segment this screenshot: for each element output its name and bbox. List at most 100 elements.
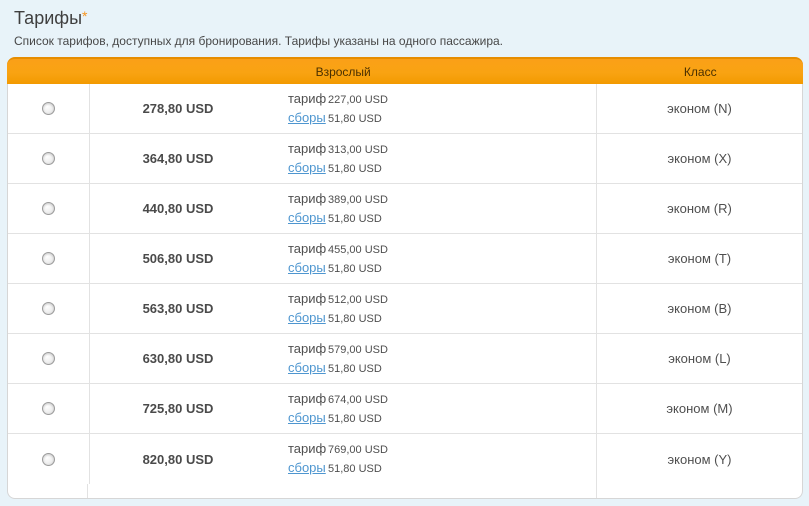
fees-link[interactable]: сборы <box>288 159 326 175</box>
fare-radio-button[interactable] <box>42 152 55 165</box>
fare-value: 455,00 USD <box>328 243 388 256</box>
fare-class: эконом (X) <box>596 134 802 183</box>
fees-value: 51,80 USD <box>328 463 382 475</box>
fare-class: эконом (L) <box>596 334 802 383</box>
fare-table-body: 278,80 USD тариф 227,00 USD сборы 51,80 US… <box>8 84 802 484</box>
fare-label: тариф <box>288 190 327 206</box>
fees-value: 51,80 USD <box>328 162 382 175</box>
fare-table: Взрослый Класс 278,80 USD тариф 227,00 US… <box>7 57 803 499</box>
fees-value: 51,80 USD <box>328 362 382 375</box>
fare-radio-button[interactable] <box>42 402 55 415</box>
fees-line: сборы 51,80 USD <box>288 459 382 478</box>
fare-radio-cell <box>8 234 89 283</box>
total-price: 563,80 USD <box>89 284 266 333</box>
fare-row: 440,80 USD тариф 389,00 USD сборы 51,80 US… <box>8 184 802 234</box>
fare-line: тариф 512,00 USD <box>288 290 388 309</box>
fees-link[interactable]: сборы <box>288 359 326 375</box>
fare-class: эконом (Y) <box>596 434 802 484</box>
fare-value: 674,00 USD <box>328 393 388 406</box>
total-price: 278,80 USD <box>89 84 266 133</box>
total-price: 630,80 USD <box>89 334 266 383</box>
fare-radio-button[interactable] <box>42 202 55 215</box>
fare-class: эконом (T) <box>596 234 802 283</box>
header-adult-column: Взрослый <box>315 64 371 79</box>
fare-details-cell: тариф 769,00 USD сборы 51,80 USD <box>266 434 596 484</box>
footer-mid-spacer <box>88 484 596 498</box>
fare-table-header: Взрослый Класс <box>7 57 803 84</box>
fees-link[interactable]: сборы <box>288 460 326 475</box>
fare-label: тариф <box>288 90 327 106</box>
fare-row: 278,80 USD тариф 227,00 USD сборы 51,80 US… <box>8 84 802 134</box>
fees-link[interactable]: сборы <box>288 309 326 325</box>
fees-link[interactable]: сборы <box>288 109 326 125</box>
fare-radio-cell <box>8 184 89 233</box>
fare-class: эконом (N) <box>596 84 802 133</box>
fare-line: тариф 674,00 USD <box>288 390 388 409</box>
fare-label: тариф <box>288 340 327 356</box>
fare-label: тариф <box>288 441 327 456</box>
fare-row: 563,80 USD тариф 512,00 USD сборы 51,80 US… <box>8 284 802 334</box>
fare-line: тариф 579,00 USD <box>288 340 388 359</box>
fare-details-cell: тариф 455,00 USD сборы 51,80 USD <box>266 234 596 283</box>
fare-details-cell: тариф 313,00 USD сборы 51,80 USD <box>266 134 596 183</box>
fare-radio-cell <box>8 434 89 484</box>
fees-value: 51,80 USD <box>328 262 382 275</box>
fare-value: 389,00 USD <box>328 193 388 206</box>
total-price: 820,80 USD <box>89 434 266 484</box>
fare-row: 506,80 USD тариф 455,00 USD сборы 51,80 US… <box>8 234 802 284</box>
required-marker: * <box>82 8 88 24</box>
fare-value: 512,00 USD <box>328 293 388 306</box>
total-price: 364,80 USD <box>89 134 266 183</box>
fees-value: 51,80 USD <box>328 212 382 225</box>
fare-line: тариф 769,00 USD <box>288 440 388 459</box>
fare-details-cell: тариф 512,00 USD сборы 51,80 USD <box>266 284 596 333</box>
fare-radio-cell <box>8 284 89 333</box>
fare-radio-button[interactable] <box>42 102 55 115</box>
fare-radio-button[interactable] <box>42 352 55 365</box>
fare-label: тариф <box>288 390 327 406</box>
fees-line: сборы 51,80 USD <box>288 209 382 228</box>
fare-label: тариф <box>288 240 327 256</box>
fare-radio-cell <box>8 384 89 433</box>
fare-details-cell: тариф 579,00 USD сборы 51,80 USD <box>266 334 596 383</box>
fees-value: 51,80 USD <box>328 412 382 425</box>
fare-radio-button[interactable] <box>42 252 55 265</box>
footer-radio-spacer <box>8 484 88 498</box>
fees-value: 51,80 USD <box>328 312 382 325</box>
fare-radio-button[interactable] <box>42 302 55 315</box>
fare-value: 313,00 USD <box>328 143 388 156</box>
fare-class: эконом (M) <box>596 384 802 433</box>
total-price: 725,80 USD <box>89 384 266 433</box>
fees-link[interactable]: сборы <box>288 209 326 225</box>
footer-class-spacer <box>596 484 802 498</box>
title-block: Тарифы* <box>7 6 803 31</box>
header-class-column: Класс <box>683 64 717 79</box>
fare-details-cell: тариф 674,00 USD сборы 51,80 USD <box>266 384 596 433</box>
fees-link[interactable]: сборы <box>288 409 326 425</box>
fare-radio-cell <box>8 84 89 133</box>
fees-line: сборы 51,80 USD <box>288 409 382 428</box>
fare-radio-button[interactable] <box>42 452 55 466</box>
fare-line: тариф 389,00 USD <box>288 190 388 209</box>
fare-details-cell: тариф 389,00 USD сборы 51,80 USD <box>266 184 596 233</box>
fare-radio-cell <box>8 334 89 383</box>
fare-class: эконом (R) <box>596 184 802 233</box>
fare-value: 579,00 USD <box>328 343 388 356</box>
fare-line: тариф 455,00 USD <box>288 240 388 259</box>
total-price: 506,80 USD <box>89 234 266 283</box>
fees-link[interactable]: сборы <box>288 259 326 275</box>
fees-line: сборы 51,80 USD <box>288 359 382 378</box>
fare-label: тариф <box>288 140 327 156</box>
fare-radio-cell <box>8 134 89 183</box>
fare-row: 820,80 USD тариф 769,00 USD сборы 51,80 US… <box>8 434 802 484</box>
fees-line: сборы 51,80 USD <box>288 309 382 328</box>
fees-line: сборы 51,80 USD <box>288 259 382 278</box>
page-subtitle: Список тарифов, доступных для бронирован… <box>14 34 504 48</box>
page-title: Тарифы <box>14 8 83 28</box>
fare-row: 630,80 USD тариф 579,00 USD сборы 51,80 US… <box>8 334 802 384</box>
total-price: 440,80 USD <box>89 184 266 233</box>
fare-line: тариф 313,00 USD <box>288 140 388 159</box>
fare-row: 364,80 USD тариф 313,00 USD сборы 51,80 US… <box>8 134 802 184</box>
fees-line: сборы 51,80 USD <box>288 109 382 128</box>
